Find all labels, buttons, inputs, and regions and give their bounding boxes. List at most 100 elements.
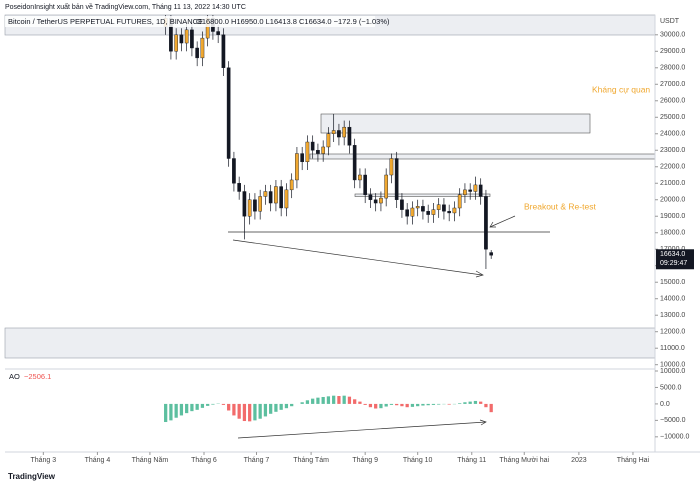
zone — [4, 327, 656, 359]
y-tick-label: 25000.0 — [660, 114, 685, 121]
x-tick-label: Tháng 3 — [30, 457, 56, 464]
ao-bar — [337, 396, 341, 404]
x-tick-label: Tháng 9 — [352, 457, 378, 464]
candle-body — [284, 189, 289, 209]
candle-body — [415, 206, 420, 209]
candle-body — [394, 158, 399, 200]
candle-body — [442, 204, 446, 212]
candle-body — [247, 199, 252, 217]
candle-body — [316, 150, 320, 154]
ao-bar — [374, 403, 378, 409]
ao-bar — [332, 395, 336, 404]
x-tick-label: Tháng Tám — [293, 457, 329, 464]
drawings — [4, 14, 656, 439]
ao-bar — [200, 403, 205, 408]
ao-bar — [305, 400, 310, 404]
arrow-head — [475, 270, 484, 278]
candle-body — [258, 196, 262, 212]
ao-bar — [389, 403, 394, 405]
ao-bar — [484, 403, 488, 408]
ao-bar — [447, 403, 451, 405]
candle-body — [352, 145, 357, 181]
candle-body — [274, 186, 278, 204]
candle-body — [179, 34, 184, 44]
y-tick-label: 14000.0 — [660, 296, 685, 303]
ao-bar — [426, 403, 430, 406]
ao-bar — [473, 400, 478, 404]
y-tick-label: 0.0 — [660, 401, 670, 408]
candle-body — [195, 47, 199, 59]
ao-bar — [347, 396, 352, 404]
ao-bar — [232, 403, 236, 416]
candle-body — [337, 130, 341, 138]
ao-bar — [316, 397, 320, 404]
y-tick-label: 22000.0 — [660, 164, 685, 171]
ao-bar — [179, 403, 184, 416]
candle-body — [384, 174, 389, 199]
x-tick-label: Tháng 6 — [191, 457, 217, 464]
candle-body — [184, 29, 189, 44]
ao-bar — [274, 403, 278, 412]
candle-body — [389, 158, 394, 176]
labels: Bitcoin / TetherUS PERPETUAL FUTURES, 1D… — [5, 16, 694, 481]
candle-body — [331, 130, 336, 134]
candle-body — [295, 153, 299, 181]
price-tag — [656, 249, 694, 270]
candle-body — [289, 179, 294, 191]
candle-body — [342, 126, 347, 138]
y-tick-label: 10000.0 — [660, 362, 685, 369]
candle-body — [321, 146, 326, 154]
arrow-head — [489, 221, 496, 228]
candle-body — [373, 199, 378, 204]
ao-bar — [463, 402, 467, 404]
x-tick-label: Tháng 7 — [244, 457, 270, 464]
candle-body — [279, 186, 283, 209]
ao-bar — [321, 396, 325, 404]
y-tick-label: 30000.0 — [660, 32, 685, 39]
ao-bar — [326, 396, 331, 404]
y-tick-label: 29000.0 — [660, 48, 685, 55]
ao-bar — [290, 403, 294, 407]
ao-bar — [384, 403, 388, 407]
candle-body — [190, 29, 194, 49]
x-tick-label: Tháng Hai — [617, 457, 650, 464]
y-tick-label: 5000.0 — [660, 384, 682, 391]
candle-body — [253, 199, 257, 212]
y-tick-label: 20000.0 — [660, 197, 685, 204]
ao-bar — [227, 403, 231, 411]
y-tick-label: 10000.0 — [660, 368, 685, 375]
ao-bar — [468, 401, 472, 404]
x-tick-label: Tháng 10 — [403, 457, 433, 464]
zone — [354, 193, 491, 197]
x-tick-label: Tháng Mười hai — [499, 457, 549, 464]
candle-body — [405, 209, 410, 217]
candle-body — [478, 184, 483, 197]
ao-bar — [405, 403, 409, 408]
y-tick-label: 11000.0 — [660, 345, 685, 352]
ao-bar — [248, 403, 252, 422]
candle-body — [347, 126, 352, 146]
ao-bar — [458, 403, 462, 404]
ao-bar — [269, 403, 273, 414]
ao-title: AO — [9, 372, 20, 381]
candle-body — [368, 194, 373, 200]
candle-body — [421, 206, 425, 212]
y-tick-label: 19000.0 — [660, 213, 685, 220]
ao-bar — [311, 398, 315, 404]
candle-body — [200, 37, 205, 59]
x-tick-label: 2023 — [571, 457, 587, 464]
y-tick-label: 24000.0 — [660, 131, 685, 138]
candle-body — [489, 252, 494, 256]
currency: USDT — [660, 18, 680, 25]
y-tick-label: 18000.0 — [660, 230, 685, 237]
candle-body — [447, 211, 452, 214]
candle-body — [237, 183, 241, 192]
ao-bar — [300, 402, 304, 404]
x-tick-label: Tháng Năm — [132, 457, 169, 464]
annotation: Breakout & Re-test — [524, 201, 596, 211]
legend-bg — [5, 16, 375, 27]
ao-bar — [479, 401, 483, 404]
candle-body — [484, 196, 488, 250]
candle-body — [242, 191, 247, 217]
